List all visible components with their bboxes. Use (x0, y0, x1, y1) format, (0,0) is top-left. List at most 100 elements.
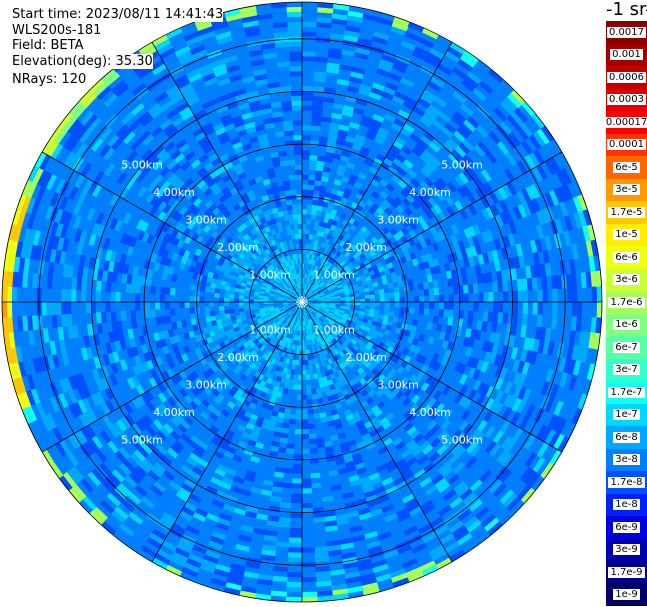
field-cell (439, 294, 445, 303)
field-cell (284, 285, 289, 290)
field-cell (13, 256, 21, 273)
field-cell (373, 174, 383, 183)
field-cell (181, 320, 188, 328)
field-cell (325, 304, 331, 307)
colorbar-cell: 1e-9 (606, 583, 647, 606)
field-cell (458, 142, 471, 155)
field-cell (280, 317, 286, 323)
field-cell (227, 572, 244, 581)
colorbar-cell: 0.0006 (606, 66, 647, 89)
field-cell (154, 405, 165, 417)
field-cell (99, 430, 112, 444)
field-cell (188, 265, 195, 273)
field-cell (311, 254, 315, 260)
field-cell (341, 354, 348, 362)
field-cell (57, 326, 65, 341)
field-cell (301, 488, 312, 494)
field-cell (96, 86, 112, 101)
field-cell (335, 195, 343, 202)
field-cell (389, 292, 395, 298)
field-cell (476, 320, 483, 331)
field-cell (253, 304, 259, 308)
field-cell (419, 93, 434, 105)
field-cell (80, 347, 89, 361)
field-cell (353, 181, 363, 189)
field-cell (124, 414, 136, 427)
field-cell (291, 269, 295, 275)
field-cell (198, 153, 209, 164)
field-cell (306, 330, 309, 336)
field-cell (301, 375, 307, 380)
field-cell (275, 349, 281, 356)
field-cell (393, 196, 403, 206)
field-cell (530, 265, 537, 279)
field-cell (292, 279, 296, 285)
field-cell (176, 400, 186, 411)
field-cell (354, 240, 361, 247)
field-cell (256, 249, 263, 255)
field-cell (224, 301, 229, 307)
field-cell (183, 416, 194, 426)
field-cell (400, 127, 412, 138)
field-cell (160, 286, 166, 295)
field-cell (304, 359, 309, 366)
field-cell (356, 440, 366, 449)
field-cell (438, 309, 444, 318)
field-cell (351, 453, 362, 461)
field-cell (331, 230, 338, 237)
field-cell (243, 25, 260, 33)
field-cell (266, 388, 274, 395)
field-cell (395, 153, 407, 164)
field-cell (387, 166, 398, 176)
field-cell (379, 297, 385, 303)
field-cell (482, 311, 489, 322)
field-cell (218, 214, 227, 223)
field-cell (418, 308, 425, 315)
field-cell (309, 374, 315, 380)
field-cell (316, 590, 333, 597)
field-cell (146, 536, 162, 549)
field-cell (49, 396, 60, 412)
field-cell (220, 113, 232, 123)
field-cell (265, 288, 271, 292)
colorbar-tick-label: 6e-6 (613, 251, 640, 263)
field-cell (562, 184, 574, 201)
field-cell (440, 356, 449, 367)
field-cell (269, 264, 275, 270)
field-cell (127, 328, 134, 339)
field-cell (74, 173, 86, 189)
field-cell (346, 85, 360, 94)
field-cell (447, 473, 460, 486)
field-cell (322, 166, 331, 173)
field-cell (104, 387, 114, 401)
field-cell (285, 358, 290, 364)
field-cell (129, 236, 138, 248)
field-cell (61, 301, 67, 315)
field-cell (299, 335, 302, 341)
field-cell (520, 325, 527, 338)
field-cell (414, 143, 426, 154)
field-cell (512, 359, 521, 373)
field-cell (386, 262, 394, 269)
field-cell (437, 177, 448, 188)
field-cell (16, 392, 27, 410)
field-cell (305, 298, 311, 301)
field-cell (304, 278, 307, 284)
field-cell (306, 300, 311, 302)
field-cell (8, 331, 16, 349)
field-cell (308, 308, 312, 313)
field-cell (264, 371, 271, 378)
field-cell (473, 302, 479, 312)
start-time-label: Start time: 2023/08/11 14:41:43 (12, 7, 224, 22)
field-cell (255, 257, 261, 263)
field-cell (232, 275, 239, 281)
field-cell (201, 398, 211, 408)
field-cell (377, 494, 390, 504)
field-cell (333, 276, 339, 282)
field-cell (478, 292, 484, 303)
field-cell (466, 319, 473, 330)
field-cell (517, 290, 524, 303)
field-cell (313, 86, 325, 92)
field-cell (318, 377, 324, 384)
field-cell (481, 383, 491, 396)
